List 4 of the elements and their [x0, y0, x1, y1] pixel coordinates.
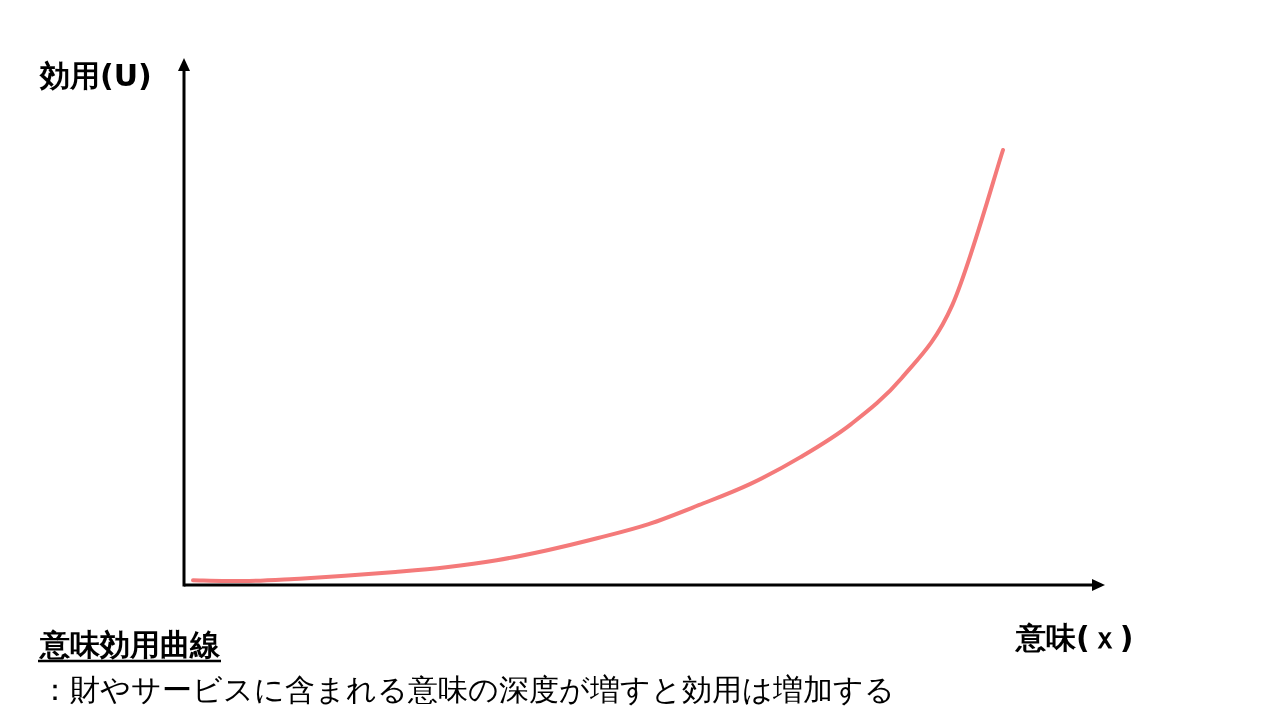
- ylabel: 効用(U): [40, 58, 152, 93]
- xlabel: 意味(ｘ): [1016, 620, 1134, 655]
- title: 意味効用曲線: [40, 627, 220, 662]
- annotation: ：財やサービスに含まれる意味の深度が増すと効用は増加する: [40, 672, 895, 707]
